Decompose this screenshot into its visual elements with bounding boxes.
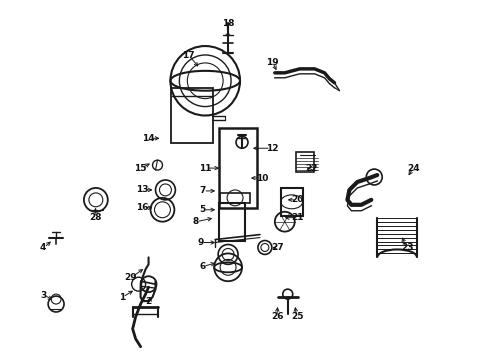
Text: 1: 1 — [118, 293, 124, 302]
Text: 6: 6 — [199, 262, 205, 271]
Text: 23: 23 — [400, 243, 412, 252]
Text: 8: 8 — [192, 217, 198, 226]
Text: 16: 16 — [136, 203, 148, 212]
Text: 4: 4 — [40, 243, 46, 252]
Text: 11: 11 — [199, 163, 211, 172]
Text: 13: 13 — [136, 185, 148, 194]
Text: 18: 18 — [222, 19, 234, 28]
Bar — [219, 129, 256, 208]
Text: 17: 17 — [182, 51, 194, 60]
Text: 5: 5 — [199, 205, 205, 214]
Text: 20: 20 — [291, 195, 303, 204]
Text: 7: 7 — [199, 186, 205, 195]
Bar — [280, 188, 302, 216]
Text: 25: 25 — [291, 312, 304, 321]
Bar — [171, 88, 213, 143]
Text: 3: 3 — [40, 291, 46, 300]
Text: 26: 26 — [271, 312, 284, 321]
Bar — [220, 193, 249, 203]
Text: 19: 19 — [265, 58, 278, 67]
Text: 9: 9 — [197, 238, 203, 247]
Text: 15: 15 — [134, 163, 146, 172]
Text: 22: 22 — [305, 163, 317, 172]
Text: 2: 2 — [145, 297, 151, 306]
Bar — [219, 203, 244, 240]
Text: 28: 28 — [89, 213, 102, 222]
Text: 27: 27 — [271, 243, 284, 252]
Text: 14: 14 — [142, 134, 155, 143]
Text: 24: 24 — [407, 163, 420, 172]
Text: 29: 29 — [124, 273, 137, 282]
Text: 12: 12 — [265, 144, 278, 153]
Text: 21: 21 — [291, 213, 304, 222]
Text: 10: 10 — [255, 174, 267, 183]
Bar — [295, 152, 313, 172]
